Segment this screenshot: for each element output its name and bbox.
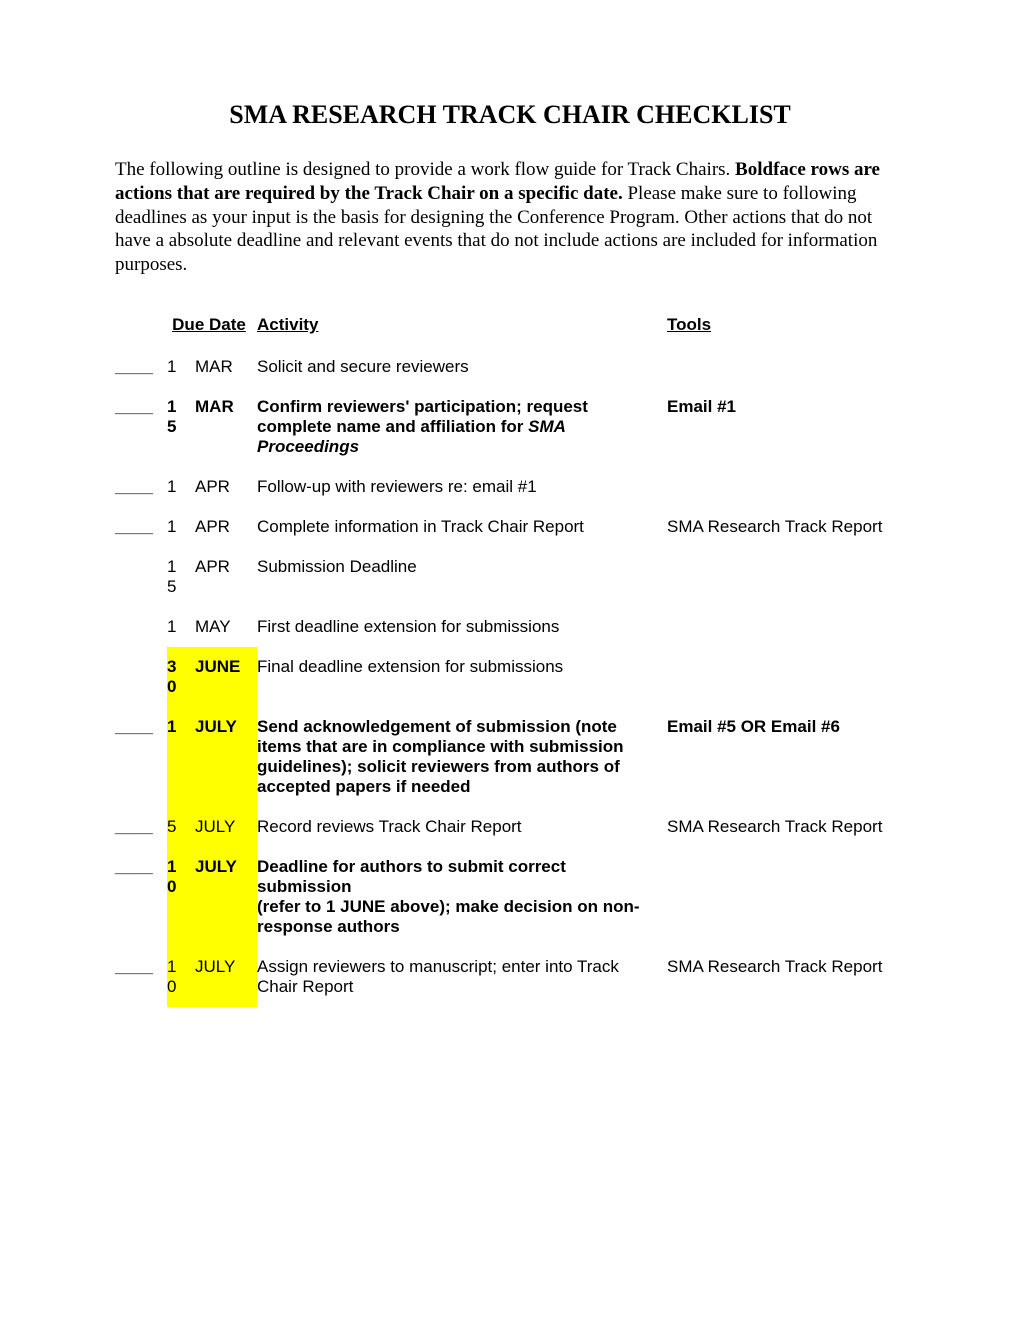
cell-activity: Record reviews Track Chair Report [257, 807, 667, 847]
checklist-table: Due Date Activity Tools ____1MARSolicit … [115, 305, 905, 1007]
header-due-date: Due Date [167, 305, 257, 347]
check-blank: ____ [115, 507, 167, 547]
cell-day: 1 [167, 467, 195, 507]
check-blank [115, 547, 167, 607]
check-blank: ____ [115, 387, 167, 467]
table-row: ____1APRFollow-up with reviewers re: ema… [115, 467, 905, 507]
cell-tools: SMA Research Track Report [667, 947, 905, 1007]
table-header-row: Due Date Activity Tools [115, 305, 905, 347]
cell-month: JULY [195, 807, 257, 847]
cell-day: 10 [167, 847, 195, 947]
table-row: ____15MARConfirm reviewers' participatio… [115, 387, 905, 467]
cell-month: JULY [195, 947, 257, 1007]
cell-month: MAR [195, 387, 257, 467]
header-blank [115, 305, 167, 347]
cell-tools [667, 607, 905, 647]
cell-month: MAR [195, 347, 257, 387]
cell-activity: Solicit and secure reviewers [257, 347, 667, 387]
table-row: 15APRSubmission Deadline [115, 547, 905, 607]
cell-activity: Deadline for authors to submit correct s… [257, 847, 667, 947]
cell-day: 30 [167, 647, 195, 707]
cell-activity: Confirm reviewers' participation; reques… [257, 387, 667, 467]
table-row: ____1JULYSend acknowledgement of submiss… [115, 707, 905, 807]
cell-activity: First deadline extension for submissions [257, 607, 667, 647]
table-row: 30JUNEFinal deadline extension for submi… [115, 647, 905, 707]
cell-activity: Submission Deadline [257, 547, 667, 607]
cell-activity: Final deadline extension for submissions [257, 647, 667, 707]
cell-day: 15 [167, 547, 195, 607]
cell-month: JULY [195, 847, 257, 947]
intro-paragraph: The following outline is designed to pro… [115, 158, 905, 277]
check-blank: ____ [115, 347, 167, 387]
cell-activity: Complete information in Track Chair Repo… [257, 507, 667, 547]
cell-month: JULY [195, 707, 257, 807]
cell-tools [667, 347, 905, 387]
cell-day: 10 [167, 947, 195, 1007]
cell-day: 1 [167, 707, 195, 807]
table-row: ____1APRComplete information in Track Ch… [115, 507, 905, 547]
table-row: 1MAYFirst deadline extension for submiss… [115, 607, 905, 647]
header-activity: Activity [257, 305, 667, 347]
check-blank: ____ [115, 847, 167, 947]
cell-month: MAY [195, 607, 257, 647]
check-blank [115, 607, 167, 647]
cell-tools [667, 547, 905, 607]
cell-month: APR [195, 507, 257, 547]
cell-tools [667, 647, 905, 707]
cell-day: 1 [167, 507, 195, 547]
cell-day: 5 [167, 807, 195, 847]
table-row: ____10JULYAssign reviewers to manuscript… [115, 947, 905, 1007]
cell-day: 1 [167, 607, 195, 647]
cell-tools: SMA Research Track Report [667, 807, 905, 847]
page-title: SMA RESEARCH TRACK CHAIR CHECKLIST [115, 100, 905, 130]
check-blank: ____ [115, 467, 167, 507]
cell-tools: SMA Research Track Report [667, 507, 905, 547]
check-blank: ____ [115, 947, 167, 1007]
table-row: ____5JULYRecord reviews Track Chair Repo… [115, 807, 905, 847]
cell-day: 1 [167, 347, 195, 387]
cell-tools [667, 847, 905, 947]
cell-activity: Follow-up with reviewers re: email #1 [257, 467, 667, 507]
check-blank [115, 647, 167, 707]
check-blank: ____ [115, 707, 167, 807]
intro-part1: The following outline is designed to pro… [115, 159, 735, 180]
cell-tools: Email #5 OR Email #6 [667, 707, 905, 807]
cell-tools [667, 467, 905, 507]
cell-month: JUNE [195, 647, 257, 707]
cell-tools: Email #1 [667, 387, 905, 467]
cell-day: 15 [167, 387, 195, 467]
table-row: ____1MARSolicit and secure reviewers [115, 347, 905, 387]
header-tools: Tools [667, 305, 905, 347]
cell-month: APR [195, 467, 257, 507]
table-row: ____10JULYDeadline for authors to submit… [115, 847, 905, 947]
cell-activity: Send acknowledgement of submission (note… [257, 707, 667, 807]
cell-month: APR [195, 547, 257, 607]
check-blank: ____ [115, 807, 167, 847]
cell-activity: Assign reviewers to manuscript; enter in… [257, 947, 667, 1007]
